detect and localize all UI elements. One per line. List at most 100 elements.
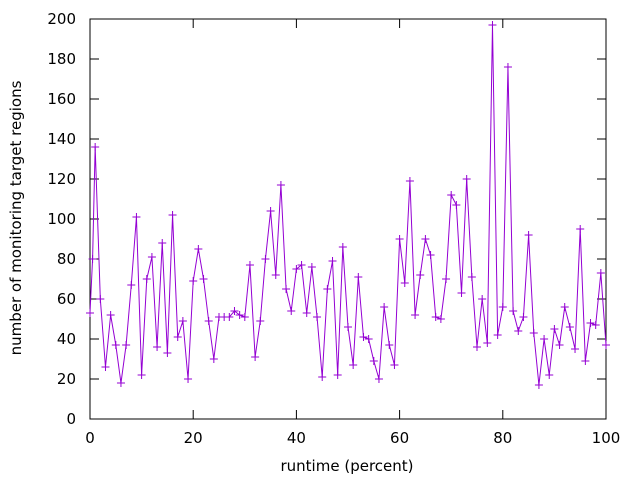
data-point-marker (596, 269, 605, 277)
data-point-marker (302, 309, 311, 317)
y-tick-label: 0 (66, 410, 76, 428)
data-point-marker (431, 313, 440, 321)
y-tick-label: 200 (47, 10, 76, 28)
tick-marks (89, 18, 607, 420)
data-point-marker (204, 317, 213, 325)
y-tick-label: 60 (57, 290, 76, 308)
data-point-marker (178, 317, 187, 325)
data-point-marker (514, 327, 523, 335)
data-point-marker (591, 321, 600, 329)
data-point-marker (442, 275, 451, 283)
data-point-marker (194, 245, 203, 253)
data-point-marker (493, 331, 502, 339)
axes (89, 18, 607, 420)
data-point-marker (225, 313, 234, 321)
data-point-marker (189, 277, 198, 285)
data-point-marker (153, 343, 162, 351)
data-point-marker (256, 317, 265, 325)
data-point-marker (488, 21, 497, 29)
data-point-marker (106, 311, 115, 319)
data-point-marker (364, 335, 373, 343)
data-point-marker (168, 211, 177, 219)
data-point-marker (354, 273, 363, 281)
data-point-marker (240, 313, 249, 321)
data-point-marker (261, 255, 270, 263)
data-point-marker (313, 313, 322, 321)
series (86, 21, 610, 389)
data-point-marker (602, 341, 610, 349)
x-tick-label: 60 (390, 429, 409, 447)
data-point-marker (96, 295, 105, 303)
data-point-marker (163, 349, 172, 357)
data-point-marker (483, 339, 492, 347)
data-point-marker (426, 251, 435, 259)
data-point-marker (498, 303, 507, 311)
x-tick-label: 80 (493, 429, 512, 447)
series-markers (86, 21, 610, 389)
data-point-marker (147, 253, 156, 261)
data-point-marker (328, 257, 337, 265)
data-point-marker (565, 323, 574, 331)
data-point-marker (400, 279, 409, 287)
x-tick-label: 100 (592, 429, 621, 447)
y-tick-label: 80 (57, 250, 76, 268)
data-point-marker (184, 375, 193, 383)
data-point-marker (292, 265, 301, 273)
x-tick-label: 20 (184, 429, 203, 447)
data-point-marker (88, 255, 97, 263)
data-point-marker (251, 353, 260, 361)
data-point-marker (297, 261, 306, 269)
data-point-marker (509, 307, 518, 315)
data-point-marker (581, 357, 590, 365)
data-point-marker (457, 289, 466, 297)
data-point-marker (555, 341, 564, 349)
data-point-marker (571, 345, 580, 353)
x-axis-label: runtime (percent) (281, 457, 414, 475)
data-point-marker (132, 213, 141, 221)
data-point-marker (116, 379, 125, 387)
data-point-marker (137, 371, 146, 379)
data-point-marker (385, 341, 394, 349)
data-point-marker (524, 231, 533, 239)
data-point-marker (287, 307, 296, 315)
y-tick-label: 180 (47, 50, 76, 68)
data-point-marker (282, 285, 291, 293)
data-point-marker (307, 263, 316, 271)
data-point-marker (478, 295, 487, 303)
data-point-marker (374, 375, 383, 383)
data-point-marker (338, 243, 347, 251)
data-point-marker (86, 309, 94, 317)
data-point-marker (421, 235, 430, 243)
data-point-marker (349, 361, 358, 369)
data-point-marker (390, 361, 399, 369)
data-point-marker (209, 355, 218, 363)
y-tick-label: 20 (57, 370, 76, 388)
data-point-marker (395, 235, 404, 243)
x-tick-label: 0 (85, 429, 95, 447)
data-point-marker (101, 363, 110, 371)
data-point-marker (545, 371, 554, 379)
data-point-marker (271, 271, 280, 279)
y-axis-label: number of monitoring target regions (7, 80, 25, 355)
y-tick-label: 120 (47, 170, 76, 188)
data-point-marker (380, 303, 389, 311)
data-point-marker (529, 329, 538, 337)
data-point-marker (540, 335, 549, 343)
data-point-marker (519, 313, 528, 321)
y-tick-label: 40 (57, 330, 76, 348)
data-point-marker (576, 225, 585, 233)
data-point-marker (245, 261, 254, 269)
data-point-marker (473, 343, 481, 351)
data-point-marker (405, 177, 414, 185)
data-point-marker (359, 333, 368, 341)
x-tick-label: 40 (287, 429, 306, 447)
data-point-marker (369, 357, 378, 365)
data-point-marker (323, 285, 332, 293)
y-tick-label: 100 (47, 210, 76, 228)
data-point-marker (462, 175, 471, 183)
data-point-marker (122, 341, 131, 349)
data-point-marker (503, 63, 512, 71)
data-point-marker (158, 239, 167, 247)
data-point-marker (452, 201, 461, 209)
